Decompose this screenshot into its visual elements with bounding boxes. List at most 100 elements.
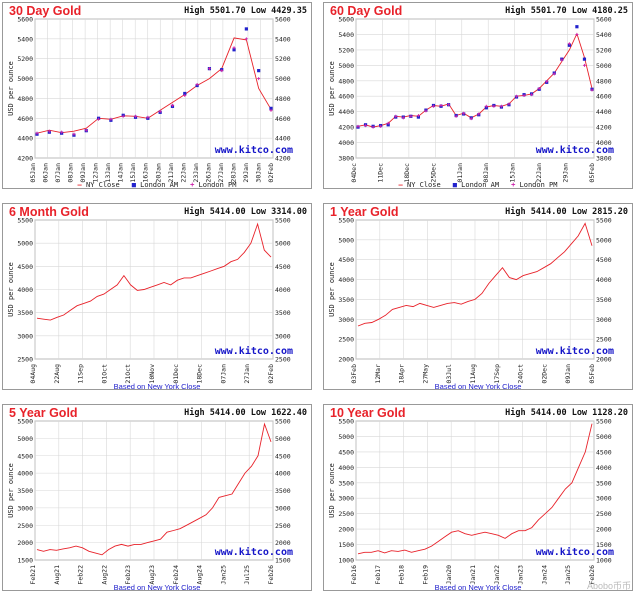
series-line-ny-close [36,37,272,134]
series-line-ny-close [36,422,272,556]
y-tick-label-right: 5600 [275,16,291,24]
y-tick-label-right: 1500 [596,541,612,549]
y-tick-label-left: 3500 [338,479,354,487]
point-london-pm [552,72,556,76]
kitco-watermark: www.kitco.com [214,145,293,156]
y-tick-label-right: 4600 [275,115,291,123]
x-tick-label: 27Jan [243,364,251,384]
x-tick-label: 27Jan [217,163,225,183]
y-tick-label-left: 4200 [17,155,33,163]
y-tick-label-right: 5000 [596,433,612,441]
x-tick-label: Aug22 [100,565,108,585]
point-london-pm [515,94,519,98]
x-tick-label: 04Aug [29,364,37,384]
y-tick-label-right: 5200 [275,55,291,63]
x-tick-label: 10Nov [148,364,156,384]
x-tick-label: 03Feb [350,364,358,384]
x-tick-label: 12Mar [374,364,382,384]
x-tick-label: 02Feb [267,364,275,384]
x-tick-label: 09Jan [564,364,572,384]
y-tick-label-right: 5000 [596,62,612,70]
x-tick-label: 07Jan [219,364,227,384]
point-london-am [257,69,261,73]
chart-title: 1 Year Gold [330,205,399,219]
y-axis-label: USD per ounce [7,61,15,116]
x-tick-label: 21Jan [167,163,175,183]
point-london-pm [477,112,481,116]
x-tick-label: 15Jan [129,163,137,183]
y-tick-label-left: 3000 [17,504,33,512]
point-london-pm [371,125,375,129]
y-tick-label-left: 5600 [17,16,33,24]
x-tick-label: 01Oct [100,364,108,384]
point-london-am [484,106,488,110]
x-tick-label: 26Jan [204,163,212,183]
y-tick-label-left: 1000 [338,557,354,565]
y-tick-label-left: 5400 [338,31,354,39]
point-london-am [269,106,273,110]
y-tick-label-left: 5000 [17,75,33,83]
x-tick-label: 05Jan [29,163,37,183]
y-tick-label-right: 3500 [596,296,612,304]
y-tick-label-left: 3000 [338,495,354,503]
point-london-pm [121,114,125,118]
x-tick-label: 07Jan [54,163,62,183]
y-tick-label-left: 5500 [338,418,354,426]
y-tick-label-left: 2500 [17,356,33,364]
x-tick-label: 17Sep [493,364,501,384]
y-tick-label-left: 4500 [338,256,354,264]
y-tick-label-left: 4000 [17,286,33,294]
y-tick-label-right: 5400 [275,35,291,43]
high-low-label: High 5414.00 Low 1622.40 [184,408,307,418]
x-tick-label: 29Jan [242,163,250,183]
chart-svg: 1000 1000 1500 1500 2000 2000 2500 2500 3000 3000… [328,418,612,585]
y-tick-label-right: 5000 [275,435,291,443]
point-london-pm [220,69,224,73]
based-on-note: Based on New York Close [113,583,201,592]
x-tick-label: Aug21 [53,565,61,585]
point-london-pm [409,114,413,118]
point-london-pm [232,46,236,50]
x-tick-label: 04Dec [350,163,358,183]
point-london-pm [35,131,39,135]
y-tick-label-left: 1500 [17,557,33,565]
x-tick-label: 11Dec [376,163,384,183]
y-tick-label-left: 3500 [17,309,33,317]
legend-item-close: — NY Close [77,181,120,189]
y-tick-label-left: 5000 [338,433,354,441]
y-tick-label-left: 5000 [338,236,354,244]
y-tick-label-right: 5500 [596,217,612,225]
x-tick-label: 02Feb [267,163,275,183]
y-tick-label-right: 5000 [596,236,612,244]
y-tick-label-right: 4500 [275,263,291,271]
y-tick-label-left: 3500 [338,296,354,304]
point-london-pm [537,87,541,90]
point-london-pm [424,109,428,113]
point-london-pm [97,117,101,121]
x-tick-label: Feb18 [398,565,406,585]
high-low-label: High 5501.70 Low 4180.25 [505,6,628,16]
y-tick-label-left: 2000 [338,526,354,534]
high-low-label: High 5414.00 Low 1128.20 [505,408,628,418]
point-london-pm [195,83,199,87]
y-tick-label-right: 4200 [596,124,612,132]
x-tick-label: Jan21 [469,565,477,585]
x-tick-label: 08Jan [67,163,75,183]
y-tick-label-right: 3000 [596,495,612,503]
y-tick-label-right: 1000 [596,557,612,565]
y-tick-label-right: 2500 [596,510,612,518]
point-london-pm [582,63,586,67]
x-tick-label: 05Feb [588,364,596,384]
kitco-watermark: www.kitco.com [214,346,293,357]
x-tick-label: 02Dec [540,364,548,384]
point-london-pm [590,88,594,92]
point-london-pm [109,117,113,121]
point-london-am [232,48,236,52]
point-london-pm [416,114,420,118]
y-axis-label: USD per ounce [7,463,15,518]
point-london-pm [567,42,571,46]
x-tick-label: Feb26 [588,565,596,585]
x-tick-label: Jan25 [564,565,572,585]
chart-panel-5year: 5 Year Gold High 5414.00 Low 1622.40 1500 1… [2,404,312,592]
y-tick-label-left: 5200 [338,46,354,54]
